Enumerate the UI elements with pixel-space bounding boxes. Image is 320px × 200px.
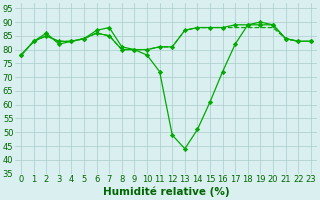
X-axis label: Humidité relative (%): Humidité relative (%) (103, 187, 229, 197)
